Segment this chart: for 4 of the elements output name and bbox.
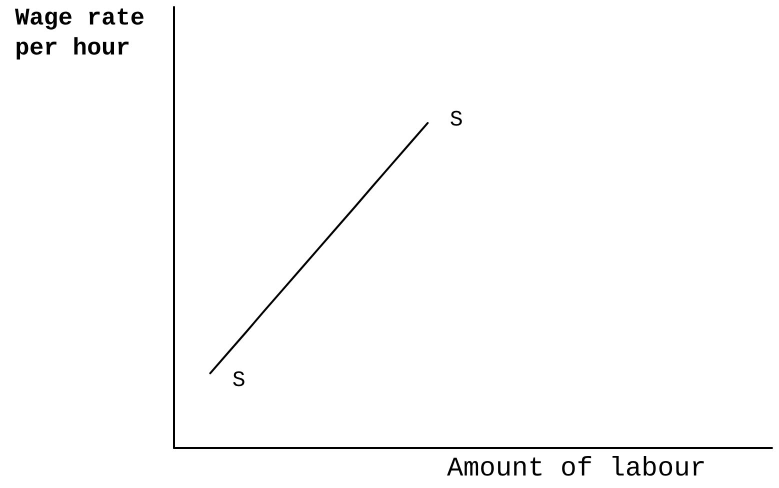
y-axis-title: Wage rate per hour <box>15 6 160 62</box>
text: S <box>450 108 463 133</box>
x-axis-title: Amount of labour <box>447 454 706 484</box>
series-label: S <box>232 368 246 393</box>
